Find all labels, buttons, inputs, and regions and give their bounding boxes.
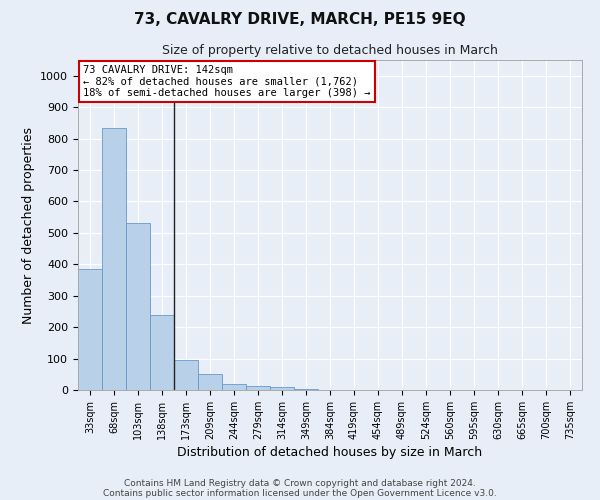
Text: Contains HM Land Registry data © Crown copyright and database right 2024.: Contains HM Land Registry data © Crown c…: [124, 478, 476, 488]
Text: 73 CAVALRY DRIVE: 142sqm
← 82% of detached houses are smaller (1,762)
18% of sem: 73 CAVALRY DRIVE: 142sqm ← 82% of detach…: [83, 65, 371, 98]
Bar: [78, 269, 102, 390]
Bar: [174, 360, 198, 390]
Bar: [222, 384, 246, 390]
Bar: [198, 374, 222, 390]
Bar: [102, 128, 126, 390]
Y-axis label: Number of detached properties: Number of detached properties: [22, 126, 35, 324]
X-axis label: Distribution of detached houses by size in March: Distribution of detached houses by size …: [178, 446, 482, 459]
Text: 73, CAVALRY DRIVE, MARCH, PE15 9EQ: 73, CAVALRY DRIVE, MARCH, PE15 9EQ: [134, 12, 466, 28]
Title: Size of property relative to detached houses in March: Size of property relative to detached ho…: [162, 44, 498, 58]
Bar: [246, 386, 270, 390]
Bar: [270, 387, 294, 390]
Bar: [150, 314, 174, 390]
Bar: [126, 224, 150, 390]
Text: Contains public sector information licensed under the Open Government Licence v3: Contains public sector information licen…: [103, 488, 497, 498]
